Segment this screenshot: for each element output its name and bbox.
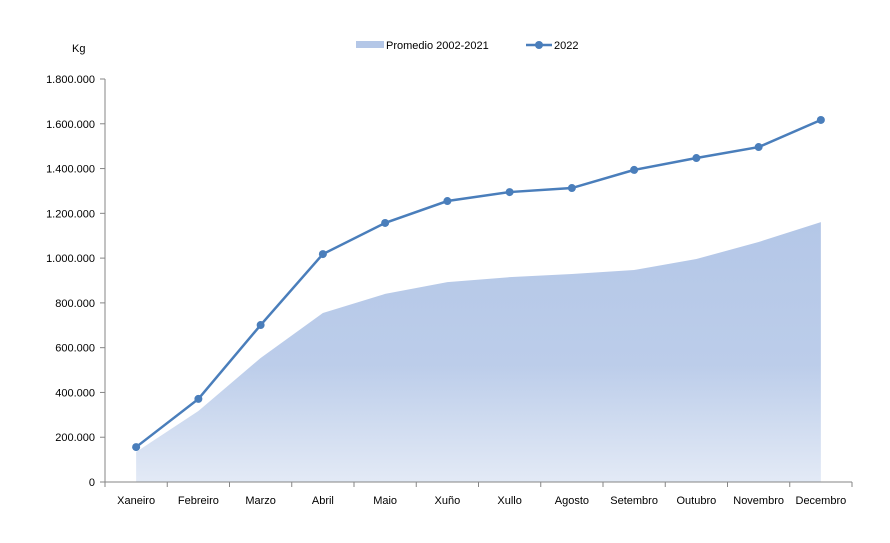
- x-tick-label: Decembro: [796, 495, 847, 507]
- point-2022: [754, 143, 763, 152]
- point-2022: [381, 218, 390, 227]
- point-2022: [505, 188, 514, 197]
- x-tick-label: Abril: [312, 495, 334, 507]
- point-2022: [630, 165, 639, 174]
- x-tick-label: Agosto: [555, 495, 589, 507]
- legend-label-1: 2022: [554, 40, 578, 52]
- x-tick-label: Maio: [373, 495, 397, 507]
- point-2022: [567, 184, 576, 193]
- legend: Promedio 2002-2021 2022: [356, 40, 578, 52]
- y-tick-label: 1.000.000: [46, 253, 95, 265]
- y-tick-label: 0: [89, 477, 95, 489]
- y-tick-label: 600.000: [55, 343, 95, 355]
- x-tick-label: Xaneiro: [117, 495, 155, 507]
- point-2022: [132, 443, 141, 452]
- x-tick-label: Xuño: [435, 495, 461, 507]
- x-tick-label: Xullo: [497, 495, 521, 507]
- line-2022: [135, 118, 822, 449]
- point-2022: [194, 394, 203, 403]
- y-tick-label: 1.600.000: [46, 119, 95, 131]
- point-2022: [256, 321, 265, 330]
- point-2022: [318, 250, 327, 259]
- area-promedio: [136, 222, 821, 482]
- point-2022: [692, 154, 701, 163]
- x-tick-label: Novembro: [733, 495, 784, 507]
- y-tick-label: 1.800.000: [46, 74, 95, 86]
- y-tick-label: 1.400.000: [46, 164, 95, 176]
- legend-swatch-area: [356, 41, 384, 48]
- legend-label-0: Promedio 2002-2021: [386, 40, 489, 52]
- x-tick-label: Outubro: [677, 495, 717, 507]
- point-2022: [443, 197, 452, 206]
- x-tick-label: Febreiro: [178, 495, 219, 507]
- y-tick-label: 200.000: [55, 432, 95, 444]
- y-tick-label: 800.000: [55, 298, 95, 310]
- point-2022: [816, 115, 825, 124]
- x-tick-label: Setembro: [610, 495, 658, 507]
- y-tick-label: 400.000: [55, 387, 95, 399]
- y-tick-label: 1.200.000: [46, 208, 95, 220]
- x-tick-label: Marzo: [245, 495, 276, 507]
- y-axis-label: Kg: [72, 43, 85, 55]
- legend-marker: [535, 41, 543, 49]
